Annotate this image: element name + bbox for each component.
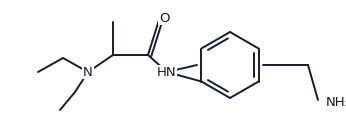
Text: N: N [83,66,93,78]
Text: O: O [159,11,169,24]
Text: NH₂: NH₂ [326,95,346,108]
Text: HN: HN [157,66,177,78]
